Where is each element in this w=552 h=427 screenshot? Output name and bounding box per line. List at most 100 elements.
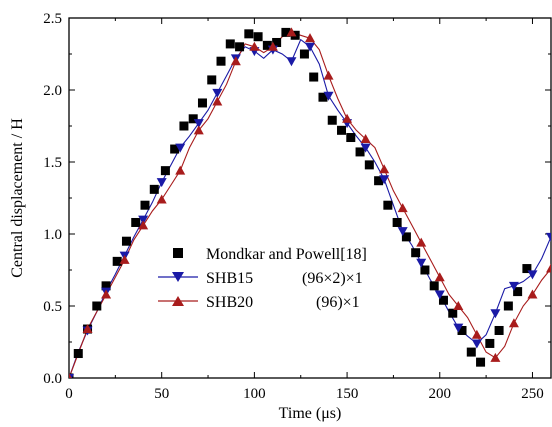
data-point-mondkar-and-powell-18-: [383, 200, 393, 210]
data-point-shb15: [490, 309, 501, 319]
data-point-mondkar-and-powell-18-: [494, 325, 504, 335]
data-point-shb20: [323, 70, 334, 80]
data-point-shb20: [82, 324, 93, 334]
data-point-mondkar-and-powell-18-: [235, 42, 245, 52]
data-point-mondkar-and-powell-18-: [140, 200, 150, 210]
data-point-shb20: [101, 289, 112, 299]
data-point-shb15: [527, 270, 538, 280]
y-tick-labels: 0.0 0.5 1.0 1.5 2.0 2.5: [43, 11, 62, 387]
data-point-mondkar-and-powell-18-: [170, 144, 180, 154]
data-point-shb20: [527, 289, 538, 299]
legend: Mondkar and Powell[18] SHB15 (96×2)×1 SH…: [158, 246, 367, 311]
data-point-mondkar-and-powell-18-: [101, 281, 111, 291]
data-point-mondkar-and-powell-18-: [112, 256, 122, 266]
data-point-shb20: [249, 41, 260, 51]
data-point-mondkar-and-powell-18-: [364, 160, 374, 170]
legend-label-suffix: (96)×1: [316, 294, 360, 311]
data-point-mondkar-and-powell-18-: [244, 29, 254, 39]
data-point-shb20: [267, 41, 278, 51]
data-point-shb20: [397, 203, 408, 213]
data-point-mondkar-and-powell-18-: [188, 114, 198, 124]
data-point-mondkar-and-powell-18-: [197, 98, 207, 108]
axis-ticks: [68, 17, 551, 379]
legend-entry-mondkar: Mondkar and Powell[18]: [173, 246, 367, 263]
legend-label: SHB15: [206, 270, 253, 287]
data-point-mondkar-and-powell-18-: [476, 357, 486, 367]
data-point-shb20: [193, 125, 204, 135]
data-point-mondkar-and-powell-18-: [318, 92, 328, 102]
y-tick-label: 1.5: [43, 155, 62, 171]
data-point-shb15: [138, 215, 149, 225]
x-tick-label: 0: [65, 386, 73, 402]
data-point-shb20: [471, 329, 482, 339]
data-point-mondkar-and-powell-18-: [73, 349, 83, 359]
data-point-shb15: [546, 232, 551, 242]
x-tick-label: 100: [243, 386, 266, 402]
data-point-mondkar-and-powell-18-: [92, 301, 102, 311]
legend-label-suffix: (96×2)×1: [302, 270, 363, 287]
data-point-shb15: [193, 119, 204, 129]
data-point-mondkar-and-powell-18-: [411, 248, 421, 258]
data-point-mondkar-and-powell-18-: [327, 115, 337, 125]
data-point-mondkar-and-powell-18-: [225, 39, 235, 49]
y-tick-label: 1.0: [43, 227, 62, 243]
data-point-mondkar-and-powell-18-: [131, 217, 141, 227]
data-point-shb20: [138, 220, 149, 230]
data-point-mondkar-and-powell-18-: [207, 75, 217, 85]
data-point-mondkar-and-powell-18-: [216, 56, 226, 66]
data-point-mondkar-and-powell-18-: [401, 232, 411, 242]
data-point-shb15: [434, 290, 445, 300]
legend-marker-triangle-up: [172, 296, 184, 306]
data-point-shb20: [453, 301, 464, 310]
legend-label: SHB20: [206, 294, 253, 311]
data-point-mondkar-and-powell-18-: [160, 166, 170, 176]
data-point-mondkar-and-powell-18-: [355, 147, 365, 157]
data-point-mondkar-and-powell-18-: [457, 325, 467, 335]
data-point-mondkar-and-powell-18-: [346, 133, 356, 143]
data-point-shb15: [471, 339, 482, 349]
data-point-shb20: [156, 194, 167, 204]
data-point-shb15: [360, 143, 371, 153]
data-point-mondkar-and-powell-18-: [149, 184, 159, 194]
data-point-shb15: [508, 281, 519, 291]
data-point-shb20: [286, 27, 297, 37]
data-point-shb15: [323, 91, 334, 101]
data-point-mondkar-and-powell-18-: [392, 217, 402, 227]
data-point-mondkar-and-powell-18-: [522, 264, 532, 274]
data-point-mondkar-and-powell-18-: [253, 32, 263, 42]
legend-entry-shb15: SHB15 (96×2)×1: [158, 270, 363, 287]
legend-marker-square: [173, 248, 183, 258]
data-point-mondkar-and-powell-18-: [429, 281, 439, 291]
data-point-mondkar-and-powell-18-: [485, 338, 495, 348]
data-point-mondkar-and-powell-18-: [337, 125, 347, 135]
data-point-shb15: [305, 42, 315, 52]
data-point-shb20: [490, 352, 501, 362]
data-point-shb15: [156, 178, 167, 188]
y-tick-label: 0.0: [43, 371, 62, 387]
x-tick-label: 200: [429, 386, 452, 402]
data-point-shb15: [416, 258, 427, 268]
data-point-shb15: [379, 175, 390, 185]
data-point-shb15: [175, 143, 186, 153]
data-point-shb20: [305, 33, 315, 43]
y-axis-label: Central displacement / H: [9, 118, 26, 278]
y-tick-label: 0.5: [43, 299, 62, 315]
data-point-shb15: [212, 88, 223, 98]
data-point-shb20: [360, 133, 371, 143]
data-point-mondkar-and-powell-18-: [281, 27, 291, 37]
x-axis-label: Time (μs): [279, 405, 342, 422]
data-point-mondkar-and-powell-18-: [466, 347, 476, 357]
data-point-shb20: [508, 318, 519, 328]
data-point-shb20: [69, 373, 72, 378]
data-point-shb20: [119, 254, 130, 264]
data-point-shb20: [546, 263, 551, 273]
data-point-mondkar-and-powell-18-: [309, 72, 319, 82]
data-point-mondkar-and-powell-18-: [262, 40, 272, 50]
data-point-mondkar-and-powell-18-: [179, 121, 189, 131]
y-tick-label: 2.0: [43, 83, 62, 99]
y-tick-label: 2.5: [43, 11, 62, 27]
data-point-shb20: [230, 56, 241, 66]
data-point-shb20: [416, 237, 427, 247]
x-tick-label: 250: [521, 386, 544, 402]
